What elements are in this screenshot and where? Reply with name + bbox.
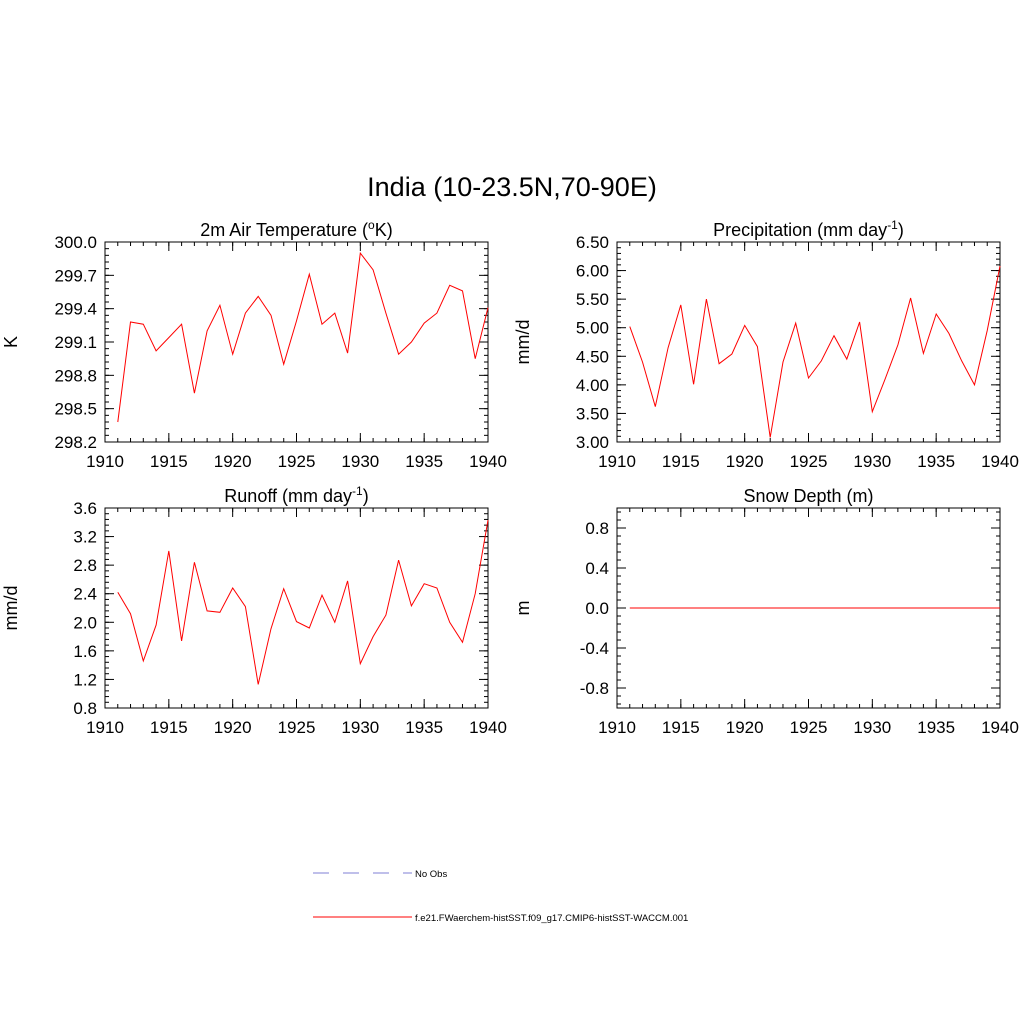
y-tick-label: 0.0 — [585, 599, 609, 618]
y-tick-label: 1.6 — [73, 642, 97, 661]
panel-title-text: K) — [375, 220, 393, 240]
plot-frame — [104, 241, 489, 443]
plot-frame — [616, 241, 1001, 443]
x-tick-label: 1920 — [726, 452, 764, 471]
panel-title-text: Precipitation (mm day — [713, 220, 887, 240]
series-line — [117, 251, 489, 423]
panel-title: Snow Depth (m) — [743, 486, 873, 506]
x-tick-label: 1915 — [662, 452, 700, 471]
panel-1: 2m Air Temperature (oK) K 298.2 298.5 298.8 2… — [1, 218, 507, 471]
legend-obs-label: No Obs — [415, 869, 447, 880]
panel-2: Precipitation (mm day-1) mm/d 3.00 3.50 4.00… — [513, 218, 1019, 471]
x-tick-label: 1940 — [981, 718, 1019, 737]
x-tick-label: 1925 — [790, 718, 828, 737]
panel-title: 2m Air Temperature (oK) — [200, 218, 392, 240]
y-tick-label: 3.00 — [576, 433, 609, 452]
series-line — [629, 265, 1001, 438]
x-tick-label: 1920 — [214, 718, 252, 737]
y-tick-label: 4.50 — [576, 347, 609, 366]
panels: 2m Air Temperature (oK) K 298.2 298.5 298.8 2… — [1, 218, 1019, 737]
panel-3: Runoff (mm day-1) mm/d 0.8 1.2 1.6 2.0 2.4 2.8 3… — [1, 484, 507, 737]
y-tick-label: 299.7 — [54, 266, 97, 285]
y-tick-label: 299.1 — [54, 333, 97, 352]
legend: No Obs f.e21.FWaerchem-histSST.f09_g17.C… — [313, 869, 688, 924]
x-tick-label: 1915 — [150, 718, 188, 737]
panel-title: Precipitation (mm day-1) — [713, 218, 904, 240]
x-tick-label: 1910 — [598, 452, 636, 471]
y-tick-label: 4.00 — [576, 376, 609, 395]
y-tick-label: 3.50 — [576, 404, 609, 423]
panel-title-text: Snow Depth (m) — [743, 486, 873, 506]
y-tick-label: 0.4 — [585, 559, 609, 578]
figure-title: India (10-23.5N,70-90E) — [367, 172, 657, 202]
y-tick-label: 300.0 — [54, 233, 97, 252]
x-tick-label: 1910 — [86, 452, 124, 471]
y-tick-label: -0.8 — [580, 679, 609, 698]
y-tick-label: 298.2 — [54, 433, 97, 452]
y-tick-label: 6.50 — [576, 233, 609, 252]
x-tick-label: 1910 — [598, 718, 636, 737]
x-tick-label: 1940 — [469, 452, 507, 471]
y-tick-label: -0.4 — [580, 639, 609, 658]
x-tick-label: 1920 — [726, 718, 764, 737]
x-tick-label: 1910 — [86, 718, 124, 737]
y-tick-label: 5.50 — [576, 290, 609, 309]
panel-title-sup: -1 — [887, 218, 898, 232]
y-tick-label: 6.00 — [576, 262, 609, 281]
x-tick-label: 1930 — [853, 452, 891, 471]
legend-model-label: f.e21.FWaerchem-histSST.f09_g17.CMIP6-hi… — [415, 913, 688, 924]
panel-title-sup: -1 — [352, 484, 363, 498]
x-tick-label: 1935 — [917, 452, 955, 471]
panel-title-text: ) — [898, 220, 904, 240]
y-tick-label: 299.4 — [54, 300, 97, 319]
x-tick-label: 1940 — [981, 452, 1019, 471]
y-axis-label: m — [513, 601, 533, 616]
x-tick-label: 1915 — [662, 718, 700, 737]
panel-title-text: 2m Air Temperature ( — [200, 220, 368, 240]
x-tick-label: 1915 — [150, 452, 188, 471]
x-tick-label: 1930 — [341, 452, 379, 471]
x-tick-label: 1925 — [278, 452, 316, 471]
y-tick-label: 298.8 — [54, 366, 97, 385]
y-axis-label: K — [1, 336, 21, 348]
panel-title-text: Runoff (mm day — [224, 486, 352, 506]
y-tick-label: 1.2 — [73, 670, 97, 689]
x-tick-label: 1925 — [278, 718, 316, 737]
panel-title-text: ) — [363, 486, 369, 506]
x-tick-label: 1935 — [405, 452, 443, 471]
panel-4: Snow Depth (m) m -0.8 -0.4 0.0 0.4 0.8 1910 1915… — [513, 486, 1019, 737]
x-tick-label: 1935 — [405, 718, 443, 737]
y-axis-label: mm/d — [1, 586, 21, 631]
x-tick-label: 1930 — [341, 718, 379, 737]
y-tick-label: 2.0 — [73, 613, 97, 632]
panel-title: Runoff (mm day-1) — [224, 484, 368, 506]
x-tick-label: 1925 — [790, 452, 828, 471]
y-tick-label: 2.8 — [73, 556, 97, 575]
y-tick-label: 3.6 — [73, 499, 97, 518]
plot-frame — [104, 507, 489, 709]
y-tick-label: 5.00 — [576, 319, 609, 338]
x-tick-label: 1940 — [469, 718, 507, 737]
x-tick-label: 1920 — [214, 452, 252, 471]
y-axis-label: mm/d — [513, 320, 533, 365]
y-tick-label: 2.4 — [73, 585, 97, 604]
y-tick-label: 0.8 — [585, 519, 609, 538]
series-line — [117, 520, 489, 685]
x-tick-label: 1935 — [917, 718, 955, 737]
y-tick-label: 0.8 — [73, 699, 97, 718]
panel-title-sup: o — [368, 218, 375, 232]
x-tick-label: 1930 — [853, 718, 891, 737]
y-tick-label: 3.2 — [73, 528, 97, 547]
y-tick-label: 298.5 — [54, 400, 97, 419]
